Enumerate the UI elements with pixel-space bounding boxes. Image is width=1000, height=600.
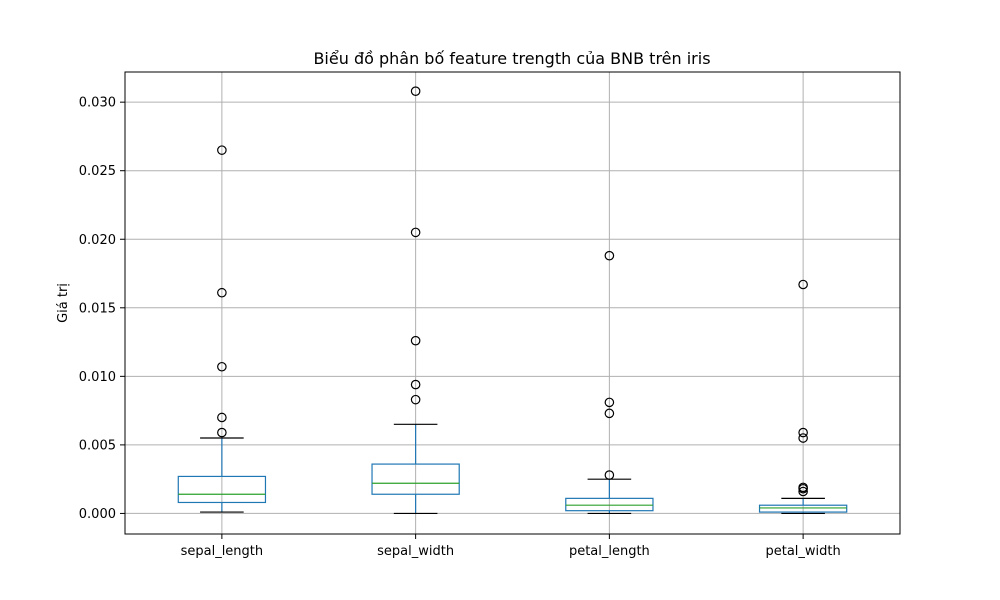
outlier-point [798, 427, 808, 438]
box-group-petal_width [758, 279, 848, 515]
outlier-point [217, 412, 227, 423]
outlier-point [217, 361, 227, 372]
box [177, 475, 267, 504]
y-axis-ticks: 0.000 0.005 0.010 0.015 0.020 0.025 0.030 [79, 96, 125, 522]
x-axis-ticks: sepal_length sepal_width petal_length petal… [181, 534, 841, 559]
box-group-petal_length [565, 250, 654, 515]
outlier-point [604, 250, 615, 261]
outlier-point [410, 86, 421, 96]
outlier-point [604, 470, 615, 480]
box [758, 504, 848, 513]
chart-title: Biểu đồ phân bố feature trength của BNB … [313, 49, 710, 68]
outlier-point [798, 486, 808, 497]
box [565, 497, 654, 512]
outlier-point [217, 427, 227, 438]
outlier-point [410, 379, 421, 390]
outlier-point [217, 145, 227, 155]
y-tick-label: 0.020 [79, 233, 116, 248]
x-tick-label: sepal_length [181, 544, 264, 559]
outlier-point [798, 433, 808, 443]
y-tick-label: 0.005 [79, 438, 116, 453]
y-tick-label: 0.015 [79, 301, 116, 316]
plot-frame [124, 71, 901, 535]
outlier-point [798, 279, 808, 290]
outlier-point [604, 397, 615, 408]
y-tick-label: 0.030 [79, 96, 116, 111]
y-tick-label: 0.010 [79, 370, 116, 385]
y-tick-label: 0.000 [79, 507, 116, 522]
y-axis-label: Giá trị [56, 283, 71, 323]
outlier-point [410, 227, 421, 238]
box [371, 463, 460, 495]
plot-area [177, 86, 848, 515]
outlier-point [798, 482, 808, 493]
y-tick-label: 0.025 [79, 164, 116, 179]
x-tick-label: petal_width [765, 544, 840, 559]
outlier-point [604, 408, 615, 419]
box-group-sepal_length [177, 145, 267, 513]
box-group-sepal_width [371, 86, 460, 515]
outlier-point [410, 335, 421, 346]
grid-lines [125, 72, 900, 534]
x-tick-label: sepal_width [377, 544, 454, 559]
outlier-point [410, 394, 421, 405]
x-tick-label: petal_length [569, 544, 650, 559]
outlier-point [217, 287, 227, 298]
